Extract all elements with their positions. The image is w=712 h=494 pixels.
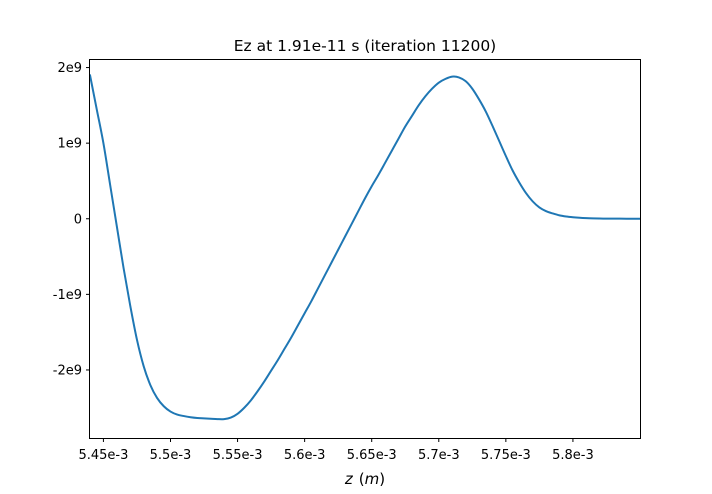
y-axis-ticks: 2e9 1e9 0 -1e9 -2e9 — [53, 61, 90, 378]
x-tick-label: 5.65e-3 — [347, 448, 397, 463]
y-tick-label: 2e9 — [57, 61, 82, 76]
x-axis-ticks: 5.45e-3 5.5e-3 5.55e-3 5.6e-3 5.65e-3 5.7e-3 5… — [78, 438, 594, 463]
y-tick-label: -2e9 — [53, 363, 82, 378]
x-tick-label: 5.7e-3 — [418, 448, 460, 463]
x-axis-label-open: ( — [359, 470, 365, 488]
x-axis-label-var: z — [344, 470, 354, 488]
x-tick-label: 5.75e-3 — [481, 448, 531, 463]
series-line — [89, 74, 641, 421]
x-tick-label: 5.55e-3 — [213, 448, 263, 463]
y-tick-label: -1e9 — [53, 288, 82, 303]
x-axis-label-unit: m — [365, 470, 380, 488]
x-tick-label: 5.45e-3 — [78, 448, 128, 463]
x-axis-label: z (m) — [344, 470, 385, 488]
plot-area-frame — [89, 59, 641, 439]
y-tick-label: 0 — [74, 212, 82, 227]
x-tick-label: 5.6e-3 — [284, 448, 326, 463]
x-axis-label-close: ) — [379, 470, 385, 488]
x-tick-label: 5.5e-3 — [150, 448, 192, 463]
x-tick-label: 5.8e-3 — [552, 448, 594, 463]
chart-title: Ez at 1.91e-11 s (iteration 11200) — [234, 37, 496, 55]
y-tick-label: 1e9 — [57, 137, 82, 152]
